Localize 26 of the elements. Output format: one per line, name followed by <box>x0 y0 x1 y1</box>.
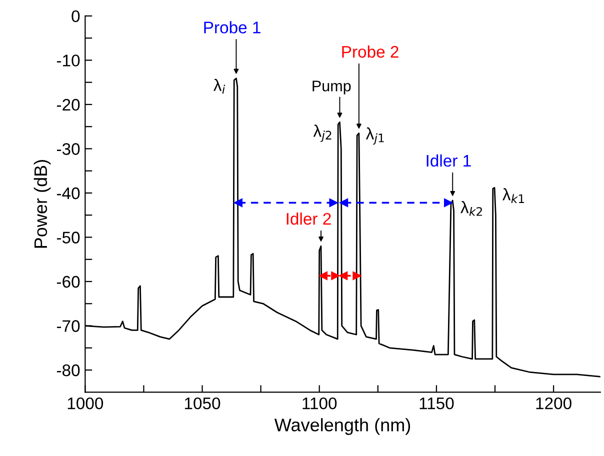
x-tick-label: 1200 <box>536 397 572 410</box>
annotation: Pump <box>312 80 351 94</box>
y-tick-label: -70 <box>56 320 80 332</box>
y-tick-label: -60 <box>56 276 80 288</box>
x-axis-title: Wavelength (nm) <box>274 418 410 435</box>
annotation: Probe 1 <box>204 21 260 34</box>
annotation: Idler 2 <box>286 212 331 225</box>
x-tick-label: 1150 <box>420 397 454 410</box>
annotation: λ$_{k1}$ <box>502 188 524 203</box>
annotation: Probe 2 <box>342 45 398 58</box>
x-tick-label: 1050 <box>184 397 220 410</box>
y-tick-label: -20 <box>56 98 80 111</box>
y-tick-label: -30 <box>56 143 80 155</box>
annotation: λ$_{k2}$ <box>460 200 482 216</box>
x-tick-label: 1000 <box>68 397 104 410</box>
x-tick-label: 1100 <box>302 397 337 410</box>
y-tick-label: 0 <box>72 10 80 22</box>
y-axis-title: Power (dB) <box>34 160 51 248</box>
y-tick-label: -10 <box>56 54 80 66</box>
y-tick-label: -50 <box>56 232 80 244</box>
annotation: Idler 1 <box>426 154 471 167</box>
annotation: λ$_{j1}$ <box>366 127 384 145</box>
y-tick-label: -80 <box>56 364 80 376</box>
annotation: λ$_{j2}$ <box>313 124 332 142</box>
y-tick-label: -40 <box>56 187 80 200</box>
annotation: λ$_{i}$ <box>213 78 226 94</box>
